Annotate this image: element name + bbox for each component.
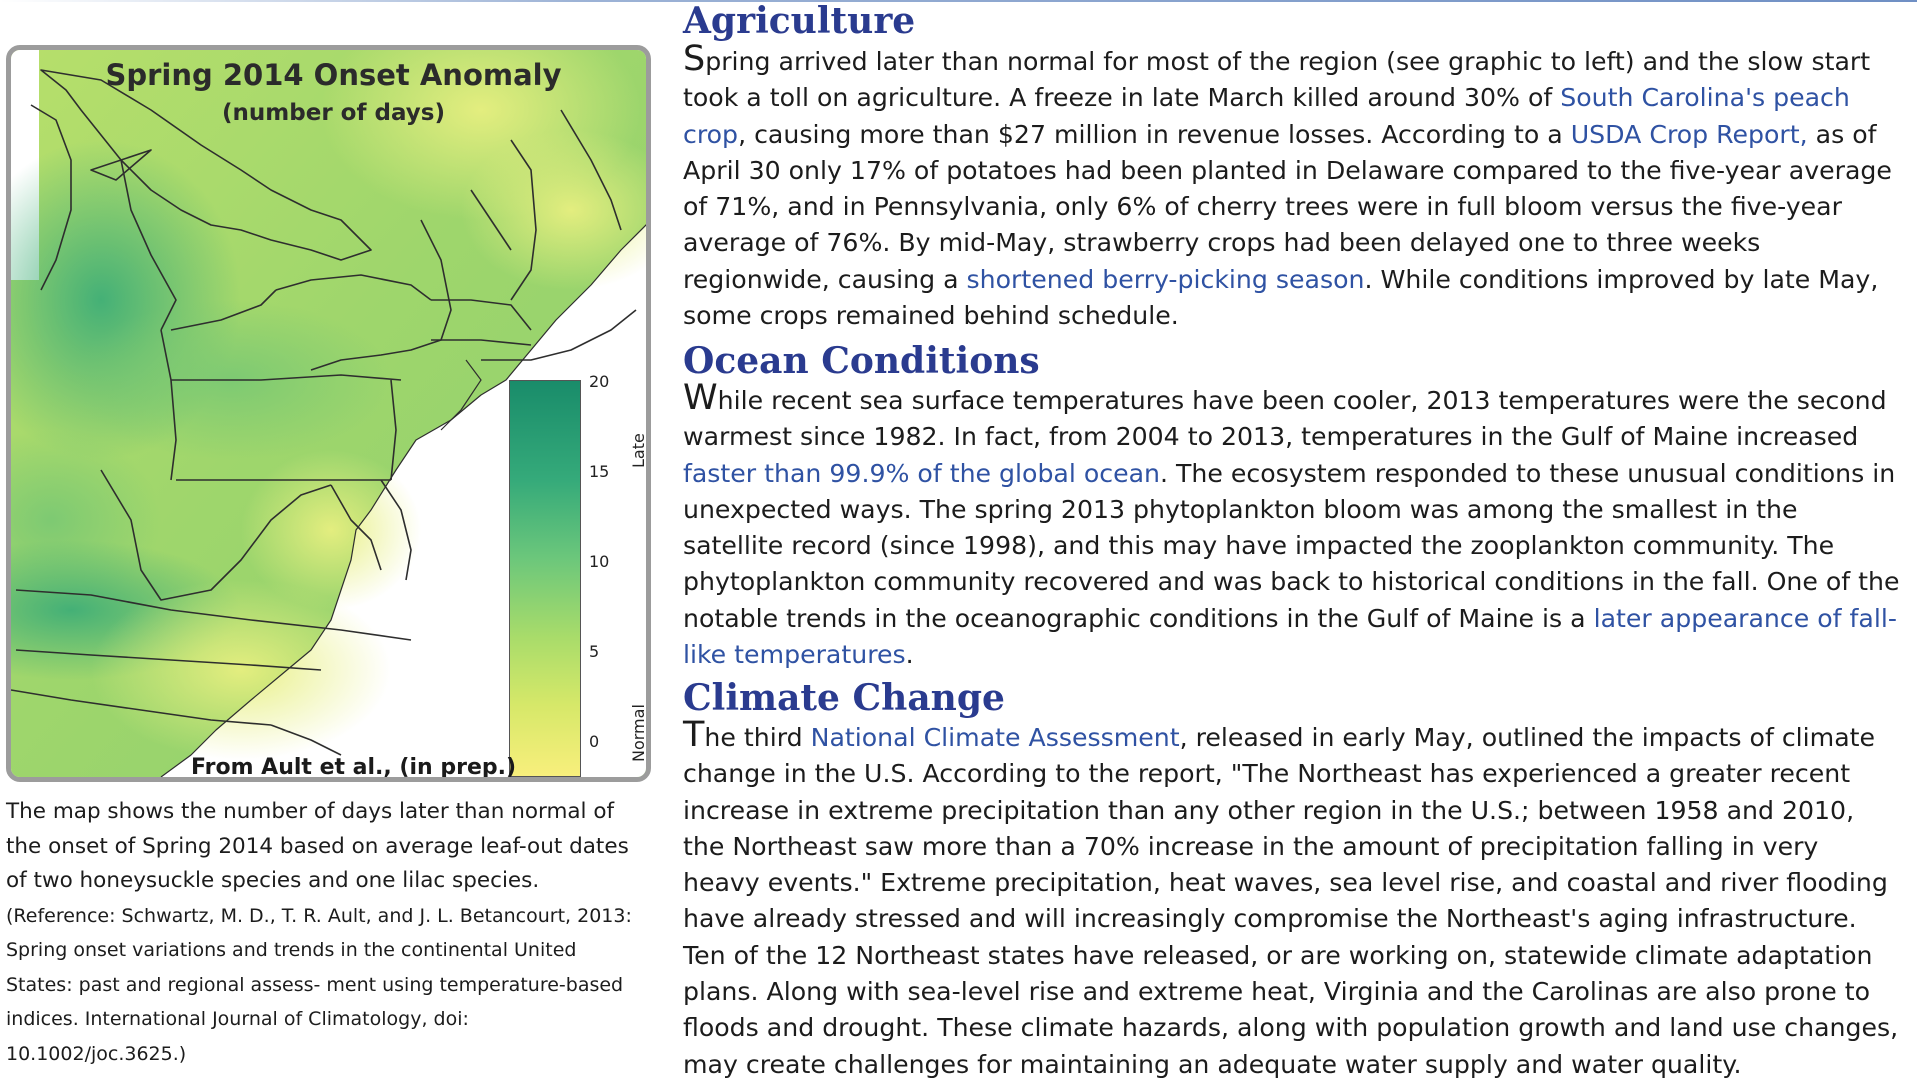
map-caption: The map shows the number of days later t… xyxy=(6,795,646,1071)
caption-reference: (Reference: Schwartz, M. D., T. R. Ault,… xyxy=(6,904,632,1065)
body-text: he third xyxy=(704,723,811,752)
link-global-ocean[interactable]: faster than 99.9% of the global ocean xyxy=(683,458,1161,488)
colorbar xyxy=(509,380,581,777)
body-text: , released in early May, outlined the im… xyxy=(683,723,1899,1079)
dropcap: T xyxy=(683,715,705,755)
body-text: . While conditions improved by late May,… xyxy=(683,264,1879,331)
colorbar-late-label: Late xyxy=(629,433,648,468)
colorbar-tick: 20 xyxy=(589,372,610,391)
section-ocean-conditions: While recent sea surface temperatures ha… xyxy=(683,381,1903,673)
section-climate-change: The third National Climate Assessment, r… xyxy=(683,718,1903,1083)
map-title: Spring 2014 Onset Anomaly xyxy=(105,58,562,92)
body-text: . xyxy=(905,640,914,670)
heading-ocean-conditions: Ocean Conditions xyxy=(683,340,1040,382)
body-text: , causing more than $27 million in reven… xyxy=(738,119,1571,149)
colorbar-tick: 10 xyxy=(589,552,610,571)
onset-anomaly-map: Spring 2014 Onset Anomaly (number of day… xyxy=(6,45,651,782)
dropcap: W xyxy=(683,378,718,418)
dropcap: S xyxy=(683,39,706,79)
colorbar-tick: 0 xyxy=(589,732,600,751)
link-sc-peach-crop[interactable]: South Carolina's peach crop xyxy=(683,83,1850,149)
colorbar-normal-label: Normal xyxy=(629,704,648,762)
map-subtitle: (number of days) xyxy=(222,100,445,126)
link-usda-crop-report[interactable]: USDA Crop Report, xyxy=(1570,119,1808,149)
caption-text: The map shows the number of days later t… xyxy=(6,799,629,893)
top-rule xyxy=(0,0,1917,2)
colorbar-tick: 15 xyxy=(589,462,610,481)
body-text: pring arrived later than normal for most… xyxy=(683,47,1871,113)
body-text: hile recent sea surface temperatures hav… xyxy=(683,386,1887,452)
body-text: as of April 30 only 17% of potatoes had … xyxy=(683,119,1892,294)
body-text: . The ecosystem responded to these unusu… xyxy=(683,458,1900,633)
colorbar-tick: 5 xyxy=(589,642,600,661)
link-national-climate-assessment[interactable]: National Climate Assessment xyxy=(810,723,1180,752)
section-agriculture: Spring arrived later than normal for mos… xyxy=(683,42,1903,334)
heading-agriculture: Agriculture xyxy=(683,0,916,42)
map-source: From Ault et al., (in prep.) xyxy=(191,755,517,780)
link-berry-picking-season[interactable]: shortened berry-picking season xyxy=(966,264,1365,294)
heading-climate-change: Climate Change xyxy=(683,677,1005,719)
link-fall-like-temperatures[interactable]: later appearance of fall-like temperatur… xyxy=(683,603,1897,670)
